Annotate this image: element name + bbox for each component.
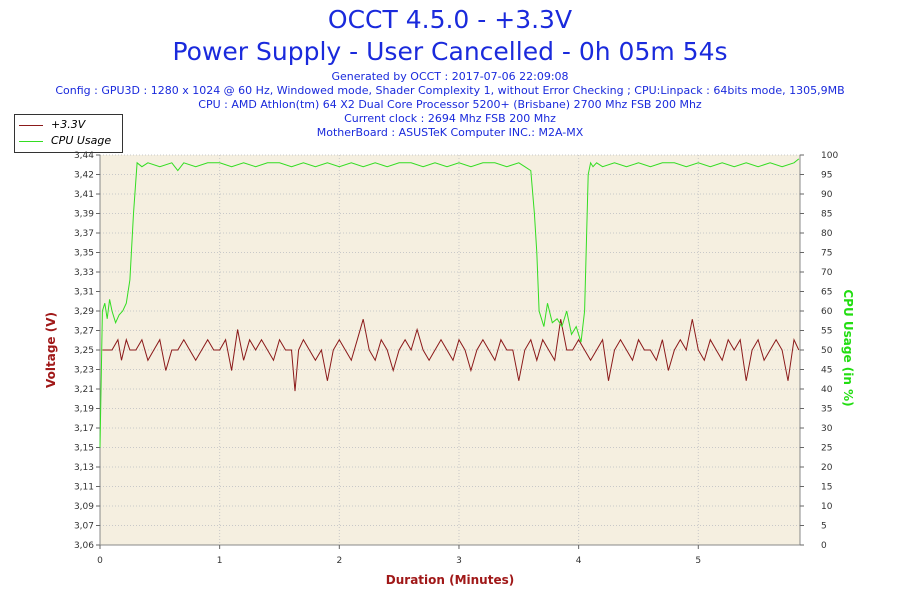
x-tick-label: 3 xyxy=(456,556,462,566)
right-tick-label: 15 xyxy=(821,483,832,493)
left-tick-label: 3,31 xyxy=(74,288,94,298)
right-tick-label: 95 xyxy=(821,171,832,181)
left-tick-label: 3,42 xyxy=(74,171,94,181)
left-tick-label: 3,35 xyxy=(74,249,94,259)
right-tick-label: 5 xyxy=(821,522,827,532)
left-tick-label: 3,39 xyxy=(74,210,94,220)
gridlines xyxy=(99,154,800,546)
left-tick-labels: 3,06 3,07 3,09 3,11 3,13 3,15 3,17 3,19 3,21 3,23… xyxy=(74,151,100,551)
right-tick-label: 65 xyxy=(821,288,832,298)
legend-item-cpu-usage: CPU Usage xyxy=(19,134,111,148)
left-tick-label: 3,37 xyxy=(74,229,94,239)
y-axis-label: Voltage (V) xyxy=(44,312,58,388)
cpu-usage-series-line xyxy=(99,158,800,448)
left-tick-label: 3,33 xyxy=(74,268,94,278)
x-tick-labels: 0 1 2 3 4 5 xyxy=(97,545,701,566)
legend-label-voltage: +3.3V xyxy=(51,118,86,131)
chart-title: OCCT 4.5.0 - +3.3V xyxy=(327,5,573,34)
left-tick-label: 3,15 xyxy=(74,444,94,454)
info-current-clock: Current clock : 2694 Mhz FSB 200 Mhz xyxy=(344,112,556,125)
right-tick-label: 90 xyxy=(821,190,833,200)
plot-background xyxy=(100,155,800,545)
legend-swatch-cpu-usage xyxy=(19,140,43,142)
right-tick-label: 25 xyxy=(821,444,832,454)
info-cpu: CPU : AMD Athlon(tm) 64 X2 Dual Core Pro… xyxy=(198,98,702,111)
left-tick-label: 3,11 xyxy=(74,483,94,493)
right-tick-label: 55 xyxy=(821,327,832,337)
left-tick-label: 3,27 xyxy=(74,327,94,337)
left-tick-label: 3,13 xyxy=(74,463,94,473)
left-tick-label: 3,23 xyxy=(74,366,94,376)
y2-axis-label: CPU Usage (in %) xyxy=(841,289,855,406)
right-tick-label: 45 xyxy=(821,366,832,376)
chart-legend: +3.3V CPU Usage xyxy=(14,114,123,153)
info-motherboard: MotherBoard : ASUSTeK Computer INC.: M2A… xyxy=(316,126,584,139)
x-axis-label: Duration (Minutes) xyxy=(386,573,514,587)
legend-item-voltage: +3.3V xyxy=(19,118,85,132)
right-tick-label: 70 xyxy=(821,268,833,278)
right-tick-label: 75 xyxy=(821,249,832,259)
x-tick-label: 1 xyxy=(217,556,223,566)
right-tick-label: 10 xyxy=(821,502,833,512)
x-tick-label: 2 xyxy=(336,556,342,566)
left-tick-label: 3,21 xyxy=(74,385,94,395)
right-tick-label: 0 xyxy=(821,541,827,551)
left-tick-label: 3,09 xyxy=(74,502,94,512)
right-tick-label: 30 xyxy=(821,424,833,434)
right-tick-label: 80 xyxy=(821,229,833,239)
right-tick-label: 35 xyxy=(821,405,832,415)
legend-swatch-voltage xyxy=(19,124,43,126)
right-tick-label: 85 xyxy=(821,210,832,220)
left-tick-label: 3,07 xyxy=(74,522,94,532)
x-tick-label: 4 xyxy=(576,556,582,566)
right-tick-label: 50 xyxy=(821,346,833,356)
left-tick-label: 3,19 xyxy=(74,405,94,415)
right-tick-label: 100 xyxy=(821,151,838,161)
right-tick-labels: 0 5 10 15 20 25 30 35 40 45 50 55 60 65 70 75 80 85 90 95 10… xyxy=(800,151,838,551)
left-tick-label: 3,06 xyxy=(74,541,94,551)
x-tick-label: 5 xyxy=(695,556,701,566)
left-tick-label: 3,29 xyxy=(74,307,94,317)
voltage-series-line xyxy=(102,319,800,392)
left-tick-label: 3,41 xyxy=(74,190,94,200)
right-tick-label: 20 xyxy=(821,463,833,473)
x-tick-label: 0 xyxy=(97,556,103,566)
info-generated: Generated by OCCT : 2017-07-06 22:09:08 xyxy=(331,70,569,83)
chart-subtitle: Power Supply - User Cancelled - 0h 05m 5… xyxy=(172,37,728,66)
left-tick-label: 3,17 xyxy=(74,424,94,434)
right-tick-label: 60 xyxy=(821,307,833,317)
series-lines xyxy=(99,158,800,448)
left-tick-label: 3,25 xyxy=(74,346,94,356)
right-tick-label: 40 xyxy=(821,385,833,395)
info-config: Config : GPU3D : 1280 x 1024 @ 60 Hz, Wi… xyxy=(55,84,845,97)
legend-label-cpu-usage: CPU Usage xyxy=(51,134,112,147)
